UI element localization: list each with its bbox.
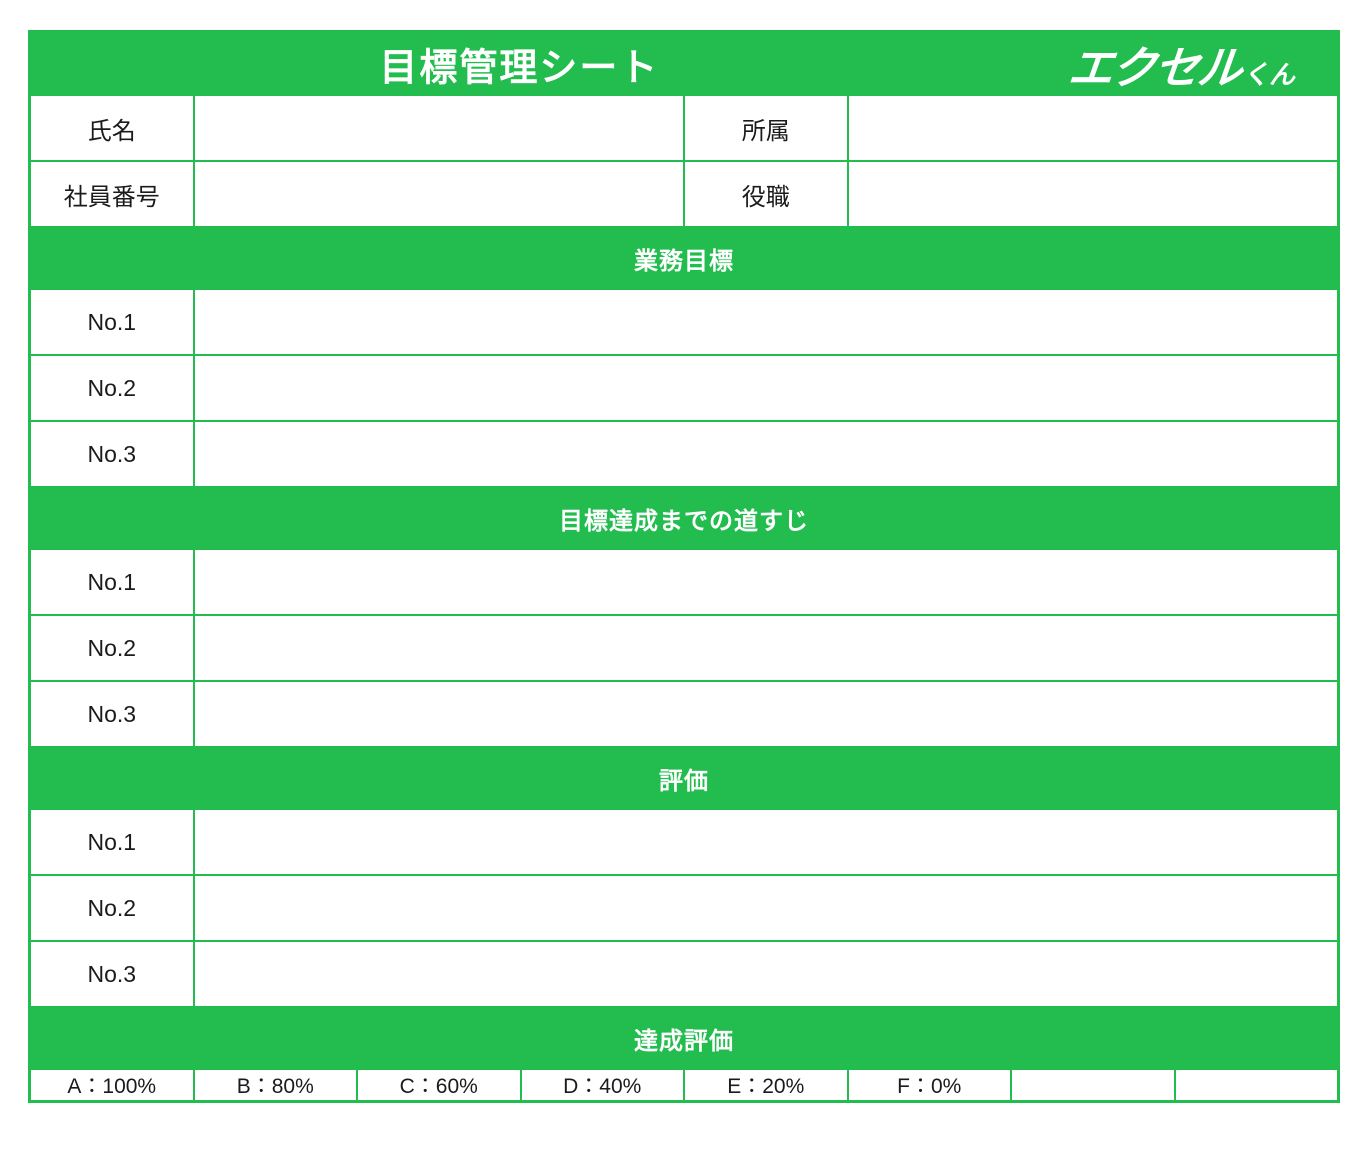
path-row-1: No.1 [31,550,1337,614]
evaluation-input-1[interactable] [194,810,1337,874]
row-label-no1: No.1 [31,290,193,354]
row-label-no1: No.1 [31,550,193,614]
grade-legend-row: A：100% B：80% C：60% D：40% E：20% F：0% [31,1070,1337,1100]
grade-cell-empty-1 [1012,1070,1174,1100]
path-input-2[interactable] [194,616,1337,680]
name-input-cell[interactable] [194,96,683,160]
business-goal-row-1: No.1 [31,290,1337,354]
business-goal-input-1[interactable] [194,290,1337,354]
path-input-3[interactable] [194,682,1337,746]
row-label-no2: No.2 [31,616,193,680]
evaluation-input-3[interactable] [194,942,1337,1006]
position-input-cell[interactable] [848,162,1337,226]
row-label-no3: No.3 [31,682,193,746]
department-label: 所属 [685,96,847,160]
path-row-2: No.2 [31,616,1337,680]
grade-cell-f: F：0% [848,1070,1010,1100]
business-goal-input-3[interactable] [194,422,1337,486]
grade-cell-b: B：80% [194,1070,356,1100]
row-label-no3: No.3 [31,942,193,1006]
section-header-business-goals: 業務目標 [31,228,1337,288]
section-header-evaluation: 評価 [31,748,1337,808]
goal-management-sheet: 目標管理シート エクセル くん 氏名 所属 社員番号 役職 業務目標 No.1 … [28,30,1340,1103]
business-goal-input-2[interactable] [194,356,1337,420]
path-row-3: No.3 [31,682,1337,746]
info-row-name-department: 氏名 所属 [31,96,1337,160]
row-label-no2: No.2 [31,876,193,940]
position-label: 役職 [685,162,847,226]
section-header-achievement-rating: 達成評価 [31,1008,1337,1068]
employee-number-input-cell[interactable] [194,162,683,226]
evaluation-input-2[interactable] [194,876,1337,940]
path-input-1[interactable] [194,550,1337,614]
grade-cell-a: A：100% [31,1070,193,1100]
grade-cell-e: E：20% [685,1070,847,1100]
row-label-no1: No.1 [31,810,193,874]
grade-cell-empty-2 [1175,1070,1337,1100]
evaluation-row-3: No.3 [31,942,1337,1006]
employee-number-label: 社員番号 [31,162,193,226]
business-goal-row-2: No.2 [31,356,1337,420]
evaluation-row-2: No.2 [31,876,1337,940]
row-label-no2: No.2 [31,356,193,420]
excel-kun-logo: エクセル くん [1065,31,1295,96]
grade-cell-d: D：40% [521,1070,683,1100]
section-header-path-to-achievement: 目標達成までの道すじ [31,488,1337,548]
name-label: 氏名 [31,96,193,160]
evaluation-row-1: No.1 [31,810,1337,874]
page-title: 目標管理シート [379,47,660,89]
title-band: 目標管理シート エクセル くん [31,33,1337,94]
logo-main-text: エクセル [1065,42,1244,93]
info-row-empno-position: 社員番号 役職 [31,162,1337,226]
department-input-cell[interactable] [848,96,1337,160]
row-label-no3: No.3 [31,422,193,486]
grade-cell-c: C：60% [358,1070,520,1100]
business-goal-row-3: No.3 [31,422,1337,486]
logo-suffix-text: くん [1242,59,1295,89]
